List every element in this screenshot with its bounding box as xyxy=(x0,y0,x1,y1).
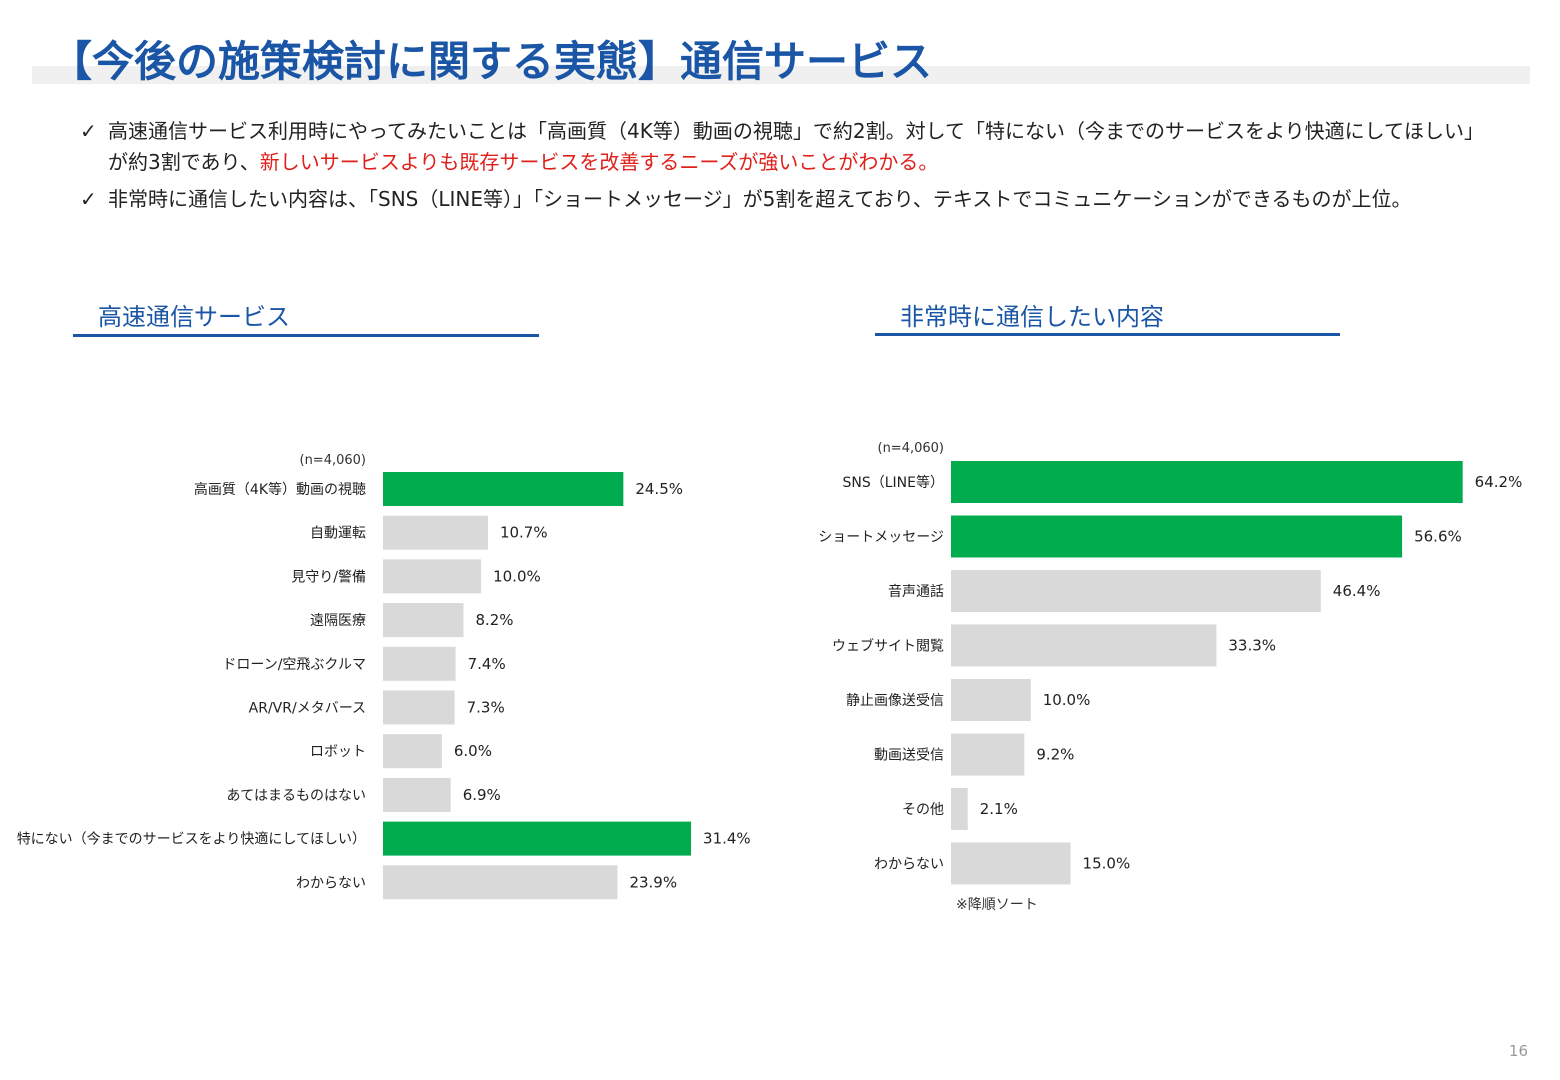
right-chart-value-label: 33.3% xyxy=(1228,637,1276,655)
right-chart-value-label: 46.4% xyxy=(1333,582,1381,600)
left-chart-bar xyxy=(383,690,455,725)
left-chart-value-label: 24.5% xyxy=(635,480,683,498)
right-chart-category-label: その他 xyxy=(902,802,944,818)
left-chart-sample-size-label: (n=4,060) xyxy=(300,453,367,468)
left-chart-category-label: 自動運転 xyxy=(310,526,366,542)
right-section-rule xyxy=(875,333,1340,336)
left-chart-bar xyxy=(383,472,624,506)
summary-bullet-1: ✓ 高速通信サービス利用時にやってみたいことは「高画質（4K等）動画の視聴」で約… xyxy=(80,116,1500,178)
check-icon: ✓ xyxy=(80,187,97,211)
right-chart-value-label: 64.2% xyxy=(1475,473,1523,491)
left-chart-bar xyxy=(383,734,442,769)
right-chart-category-label: 動画送受信 xyxy=(874,748,944,764)
right-chart-category-label: わからない xyxy=(874,857,944,873)
right-chart-bar xyxy=(951,788,968,830)
right-chart-category-label: 静止画像送受信 xyxy=(846,693,944,709)
right-chart-category-label: ウェブサイト閲覧 xyxy=(832,638,944,655)
left-bar-chart: (n=4,060) 高画質（4K等）動画の視聴 24.5% 自動運転 10.7% 見守り/… xyxy=(17,453,751,900)
left-chart-value-label: 10.7% xyxy=(500,524,548,542)
left-chart-category-label: ドローン/空飛ぶクルマ xyxy=(222,657,366,673)
left-section-title: 高速通信サービス xyxy=(98,303,290,331)
left-chart-category-label: 見守り/警備 xyxy=(291,569,366,585)
page-title: 【今後の施策検討に関する実態】通信サービス xyxy=(50,37,933,86)
left-chart-category-label: 特にない（今までのサービスをより快適にしてほしい） xyxy=(17,831,366,848)
right-chart-category-label: SNS（LINE等） xyxy=(843,474,945,491)
right-chart-value-label: 2.1% xyxy=(980,800,1018,818)
right-chart-value-label: 56.6% xyxy=(1414,528,1462,546)
right-chart-bar xyxy=(951,679,1031,721)
left-chart-bar xyxy=(383,646,456,681)
page-number: 16 xyxy=(1508,1042,1528,1060)
right-chart-value-label: 10.0% xyxy=(1043,691,1091,709)
left-chart-category-label: 遠隔医療 xyxy=(310,612,366,629)
title-underline-band xyxy=(32,66,1530,84)
left-chart-bar xyxy=(383,865,618,900)
right-chart-bar xyxy=(951,624,1217,667)
left-chart-value-label: 6.0% xyxy=(454,742,492,760)
sort-note: ※降順ソート xyxy=(956,897,1038,913)
right-chart-bar xyxy=(951,733,1025,776)
right-chart-sample-size-label: (n=4,060) xyxy=(878,441,945,456)
left-chart-value-label: 23.9% xyxy=(629,873,677,891)
bullet-2-text: 非常時に通信したい内容は、「SNS（LINE等）」「ショートメッセージ」が5割を… xyxy=(108,187,1412,211)
right-chart-bar xyxy=(951,515,1403,558)
left-chart-category-label: わからない xyxy=(296,875,366,891)
left-chart-bar xyxy=(383,777,451,812)
left-section-rule xyxy=(73,334,539,337)
left-chart-bar xyxy=(383,515,488,550)
left-chart-category-label: 高画質（4K等）動画の視聴 xyxy=(194,481,366,498)
left-chart-value-label: 8.2% xyxy=(475,611,513,629)
right-bar-chart: (n=4,060) SNS（LINE等） 64.2% ショートメッセージ 56.6% 音声… xyxy=(818,441,1523,885)
bullet-1-highlight-text: 新しいサービスよりも既存サービスを改善するニーズが強いことがわかる。 xyxy=(259,150,939,174)
left-chart-category-label: あてはまるものはない xyxy=(227,788,366,804)
left-chart-value-label: 7.4% xyxy=(468,655,506,673)
left-chart-value-label: 10.0% xyxy=(493,567,541,585)
right-chart-value-label: 15.0% xyxy=(1083,855,1131,873)
left-chart-value-label: 6.9% xyxy=(463,786,501,804)
left-chart-bar xyxy=(383,603,464,638)
left-chart-category-label: AR/VR/メタバース xyxy=(249,701,366,717)
summary-bullets: ✓ 高速通信サービス利用時にやってみたいことは「高画質（4K等）動画の視聴」で約… xyxy=(80,116,1500,221)
summary-bullet-2: ✓ 非常時に通信したい内容は、「SNS（LINE等）」「ショートメッセージ」が5… xyxy=(80,184,1500,215)
right-chart-bar xyxy=(951,842,1071,885)
left-chart-value-label: 7.3% xyxy=(467,699,505,717)
check-icon: ✓ xyxy=(80,119,97,143)
right-section-title: 非常時に通信したい内容 xyxy=(900,303,1164,331)
bullet-1-text: 高速通信サービス利用時にやってみたいことは「高画質（4K等）動画の視聴」で約2割… xyxy=(108,119,1484,174)
left-chart-bar xyxy=(383,821,692,856)
left-chart-category-label: ロボット xyxy=(310,744,366,760)
right-chart-category-label: ショートメッセージ xyxy=(818,530,944,546)
right-chart-bar xyxy=(951,461,1463,503)
right-chart-value-label: 9.2% xyxy=(1036,746,1074,764)
left-chart-bar xyxy=(383,559,482,594)
right-chart-category-label: 音声通話 xyxy=(888,583,944,600)
left-chart-value-label: 31.4% xyxy=(703,830,751,848)
right-chart-bar xyxy=(951,570,1321,612)
